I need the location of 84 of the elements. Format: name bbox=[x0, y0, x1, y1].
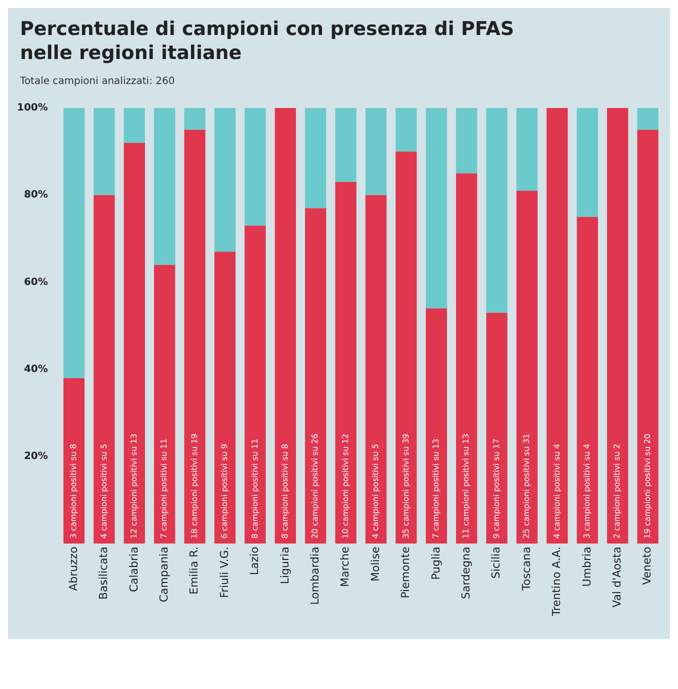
bar bbox=[456, 108, 478, 173]
bar bbox=[305, 208, 326, 544]
bar bbox=[274, 108, 296, 544]
annotation: 11 campioni positivi su 13 bbox=[462, 433, 471, 538]
bar bbox=[335, 182, 356, 544]
bar bbox=[214, 251, 236, 544]
bar bbox=[637, 108, 658, 130]
y-tick-label: 40% bbox=[24, 363, 48, 374]
x-tick-label: Basilicata bbox=[97, 546, 110, 600]
x-tick-label: Lombardia bbox=[308, 546, 322, 604]
annotation: 7 campioni positivi su 13 bbox=[431, 438, 440, 538]
annotation: 35 campioni positivi su 39 bbox=[401, 433, 410, 538]
y-tick-label: 60% bbox=[24, 276, 48, 288]
bar bbox=[396, 151, 417, 544]
chart-title: Percentuale di campioni con presenza di PFAS nelle regioni italiane bbox=[19, 18, 516, 66]
x-tick-label: Liguria bbox=[278, 546, 292, 584]
annotation: 18 campioni positivi su 19 bbox=[190, 433, 199, 538]
bar bbox=[426, 308, 447, 544]
annotation: 19 campioni positivi su 20 bbox=[642, 433, 652, 538]
x-tick-label: Emilia R. bbox=[188, 546, 201, 594]
annotation: 10 campioni positivi su 12 bbox=[340, 433, 350, 538]
annotation: 3 campioni positivi su 4 bbox=[582, 443, 592, 538]
x-tick-label: Piemonte bbox=[399, 546, 412, 598]
bar bbox=[184, 129, 206, 544]
annotation: 4 campioni positivi su 5 bbox=[99, 443, 108, 538]
x-tick-label: Toscana bbox=[520, 546, 533, 591]
bar bbox=[214, 108, 236, 252]
x-tick-label: Val d'Aosta bbox=[610, 546, 624, 607]
bar bbox=[124, 108, 145, 142]
x-tick-label: Campania bbox=[157, 546, 170, 602]
annotation: 20 campioni positivi su 26 bbox=[310, 433, 320, 538]
x-tick-label: Abruzzo bbox=[66, 546, 80, 590]
bar bbox=[154, 264, 176, 544]
annotation: 4 campioni positivi su 5 bbox=[371, 443, 380, 538]
bar bbox=[63, 378, 85, 544]
annotation: 7 campioni positivi su 11 bbox=[160, 438, 169, 538]
chart-subtitle: Totale campioni analizzati: 260 bbox=[19, 74, 176, 88]
x-tick-label: Sardegna bbox=[459, 546, 472, 599]
annotation: 8 campioni positivi su 8 bbox=[280, 443, 290, 538]
x-tick-label: Puglia bbox=[429, 546, 442, 580]
bar bbox=[426, 108, 447, 308]
x-tick-label: Calabria bbox=[127, 546, 140, 592]
x-tick-label: Lazio bbox=[248, 546, 262, 575]
bar bbox=[94, 108, 115, 195]
bar bbox=[335, 108, 356, 182]
annotation: 2 campioni positivi su 2 bbox=[612, 443, 622, 538]
bar bbox=[184, 108, 206, 130]
bar bbox=[607, 108, 628, 544]
bar bbox=[244, 108, 266, 226]
bar bbox=[244, 225, 266, 544]
x-tick-label: Sicilia bbox=[490, 546, 503, 578]
bar bbox=[486, 108, 508, 312]
bar bbox=[124, 142, 145, 544]
annotation: 4 campioni positivi su 4 bbox=[552, 443, 562, 538]
bar bbox=[365, 194, 387, 544]
bar bbox=[365, 108, 387, 195]
annotation: 25 campioni positivi su 31 bbox=[522, 433, 532, 538]
bar bbox=[516, 190, 538, 544]
bar bbox=[456, 172, 478, 544]
x-tick-label: Friuli V.G. bbox=[218, 546, 231, 598]
annotation: 12 campioni positivi su 13 bbox=[129, 433, 138, 538]
bar bbox=[94, 194, 115, 544]
bar bbox=[154, 108, 176, 264]
bar bbox=[576, 108, 598, 216]
x-tick-label: Trentino A.A. bbox=[550, 546, 564, 617]
annotation: 9 campioni positivi su 17 bbox=[492, 438, 501, 538]
bar bbox=[546, 108, 568, 544]
x-tick-label: Molise bbox=[368, 546, 382, 581]
bar bbox=[486, 312, 508, 544]
bar bbox=[63, 108, 85, 378]
x-tick-label: Veneto bbox=[640, 546, 654, 584]
x-tick-label: Marche bbox=[338, 546, 352, 586]
y-tick-label: 80% bbox=[24, 189, 48, 200]
annotation: 3 campioni positivi su 8 bbox=[69, 443, 78, 538]
bar bbox=[516, 108, 538, 190]
y-tick-label: 20% bbox=[24, 450, 48, 462]
bar bbox=[396, 108, 417, 152]
bar bbox=[637, 129, 658, 544]
x-tick-label: Umbria bbox=[580, 546, 594, 586]
annotation: 8 campioni positivi su 11 bbox=[250, 438, 260, 538]
bar bbox=[576, 216, 598, 544]
annotation: 6 campioni positivi su 9 bbox=[220, 443, 230, 538]
bar bbox=[305, 108, 326, 208]
y-tick-label: 100% bbox=[16, 102, 48, 114]
